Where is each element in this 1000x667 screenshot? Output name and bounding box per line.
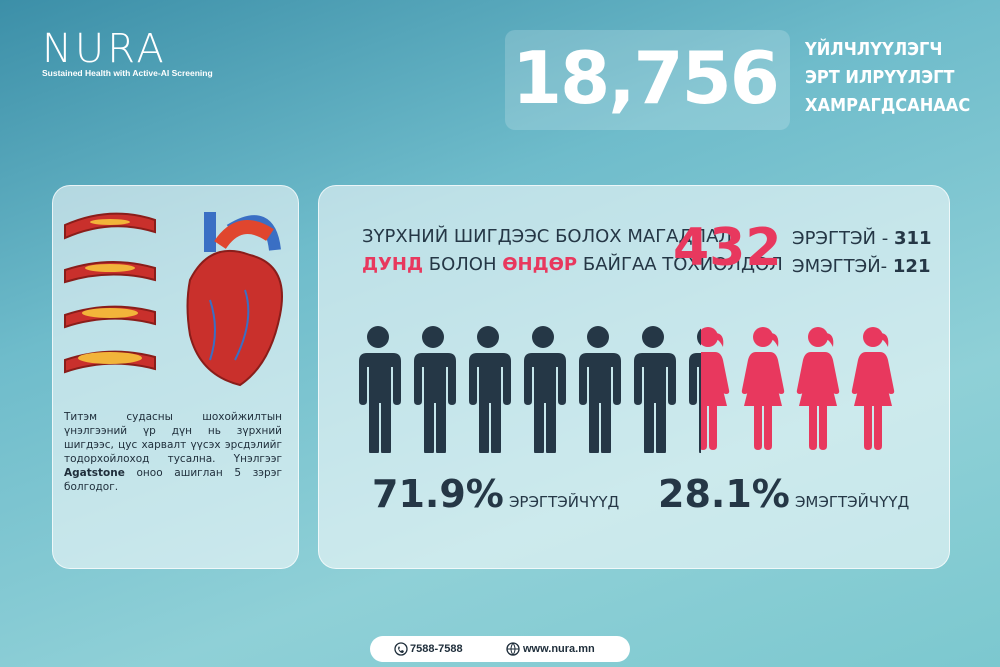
footer: 7588-7588 www.nura.mn [370, 636, 630, 662]
logo: NURA [42, 26, 167, 72]
info-text-bold: Agatstone [64, 467, 125, 479]
phone-icon [394, 642, 408, 656]
info-text: Титэм судасны шохойжилтын үнэлгээний үр … [64, 410, 282, 494]
headline-part: ДУНД [362, 254, 424, 275]
tagline: Sustained Health with Active-AI Screenin… [42, 68, 213, 78]
male-caption: ЭРЭГТЭЙЧҮҮД [508, 493, 620, 511]
info-text-part: Титэм судасны шохойжилтын үнэлгээний үр … [64, 411, 282, 465]
website[interactable]: www.nura.mn [523, 643, 595, 655]
headline-line: ЗҮРХНИЙ ШИГДЭЭС БОЛОХ МАГАДЛАЛ [362, 226, 732, 247]
stat-number: 18,756 [512, 36, 780, 120]
male-count-line: ЭРЭГТЭЙ - 311 [792, 228, 932, 249]
info-card [52, 185, 299, 569]
male-percent: 71.9% [372, 472, 504, 516]
female-stat: 28.1% ЭМЭГТЭЙЧҮҮД [658, 472, 909, 516]
total-count: 432 [673, 218, 782, 278]
info-text-part: оноо ашиглан 5 зэрэг болгодог. [64, 467, 282, 493]
headline-part: ӨНДӨР [502, 254, 578, 275]
phone[interactable]: 7588-7588 [410, 643, 463, 655]
female-caption: ЭМЭГТЭЙЧҮҮД [794, 493, 910, 511]
female-count-line: ЭМЭГТЭЙ- 121 [792, 256, 930, 277]
headline-line: ДУНД БОЛОН ӨНДӨР БАЙГАА ТОХИОЛДОЛ [362, 254, 783, 275]
male-stat: 71.9% ЭРЭГТЭЙЧҮҮД [372, 472, 619, 516]
male-label: ЭРЭГТЭЙ - [792, 228, 894, 249]
male-count: 311 [893, 228, 932, 249]
headline-part: БОЛОН [423, 254, 503, 275]
stat-label-line: ҮЙЛЧЛҮҮЛЭГЧ [805, 39, 943, 60]
web-icon [506, 642, 520, 656]
headline-part: БАЙГАА ТОХИОЛДОЛ [577, 254, 783, 275]
stat-label: ҮЙЛЧЛҮҮЛЭГЧ ЭРТ ИЛРҮҮЛЭГТ ХАМРАГДСАНААС [805, 36, 970, 120]
female-label: ЭМЭГТЭЙ- [792, 256, 893, 277]
stat-label-line: ЭРТ ИЛРҮҮЛЭГТ [805, 67, 955, 88]
stat-label-line: ХАМРАГДСАНААС [805, 95, 971, 116]
heart-illustration [64, 212, 283, 387]
pictograph [359, 326, 895, 453]
female-count: 121 [892, 256, 931, 277]
female-percent: 28.1% [658, 472, 790, 516]
stat-box [505, 30, 790, 130]
